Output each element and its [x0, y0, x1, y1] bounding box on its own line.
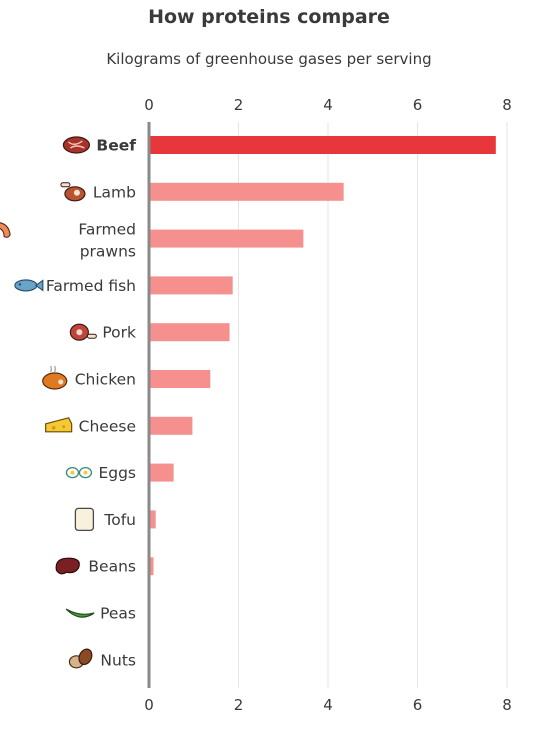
bar — [149, 323, 230, 342]
bar — [149, 510, 156, 529]
tofu-icon — [74, 507, 95, 532]
x-tick-label-bottom: 4 — [323, 696, 333, 714]
category-label: Eggs — [98, 464, 136, 482]
category-label: Nuts — [100, 651, 136, 669]
x-tick-label-top: 0 — [144, 96, 154, 114]
ham-icon — [69, 323, 97, 341]
category-label: Pork — [102, 324, 136, 342]
chart-title: How proteins compare — [148, 6, 390, 28]
category-label: Beans — [88, 558, 136, 576]
cheese-icon — [45, 417, 73, 433]
x-tick-label-top: 2 — [234, 96, 244, 114]
x-tick-label-bottom: 0 — [144, 696, 154, 714]
pea-pod-icon — [65, 608, 95, 618]
category-label: Beef — [96, 137, 136, 155]
lamb-chop-icon — [60, 182, 86, 202]
category-label: Lamb — [93, 183, 136, 201]
eggs-icon — [65, 466, 93, 479]
bar — [149, 416, 193, 435]
bar — [149, 182, 344, 201]
bar — [149, 136, 496, 154]
x-tick-label-top: 6 — [413, 96, 423, 114]
category-label: Farmed fish — [46, 277, 136, 295]
bar — [149, 557, 154, 576]
category-label: Chicken — [75, 371, 136, 389]
bar — [149, 276, 233, 295]
x-tick-label-bottom: 2 — [234, 696, 244, 714]
chart-subtitle: Kilograms of greenhouse gases per servin… — [106, 50, 432, 68]
x-tick-label-bottom: 6 — [413, 696, 423, 714]
category-label: Cheese — [79, 417, 136, 435]
category-label: Tofu — [103, 511, 136, 529]
prawn-icon — [0, 222, 11, 238]
x-tick-label-top: 4 — [323, 96, 333, 114]
bar — [149, 370, 211, 388]
x-tick-label-top: 8 — [502, 96, 512, 114]
category-label: Peas — [100, 605, 136, 623]
category-label: Farmed prawns — [78, 221, 136, 261]
roast-chicken-icon — [42, 365, 68, 390]
fish-icon — [14, 279, 44, 292]
nuts-icon — [68, 648, 93, 669]
steak-icon — [62, 136, 91, 154]
bean-icon — [55, 557, 80, 575]
x-tick-label-bottom: 8 — [502, 696, 512, 714]
bar — [149, 463, 174, 482]
bar — [149, 229, 304, 248]
